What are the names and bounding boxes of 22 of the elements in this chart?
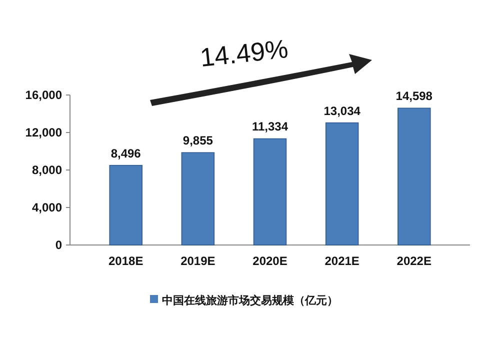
data-label: 11,334 bbox=[252, 120, 288, 134]
y-tick-label: 0 bbox=[55, 238, 62, 252]
y-tick-label: 16,000 bbox=[25, 88, 62, 102]
data-label: 13,034 bbox=[324, 104, 361, 118]
x-tick-label: 2022E bbox=[396, 254, 432, 268]
bar bbox=[181, 152, 215, 246]
data-label: 9,855 bbox=[182, 134, 214, 148]
x-tick-label: 2019E bbox=[180, 254, 216, 268]
data-label: 8,496 bbox=[110, 146, 142, 160]
legend-label: 中国在线旅游市场交易规模（亿元） bbox=[162, 294, 338, 307]
bar bbox=[253, 138, 287, 246]
text: 14.49% bbox=[198, 34, 290, 73]
bar bbox=[398, 108, 431, 246]
x-tick-label: 2020E bbox=[252, 254, 288, 268]
y-tick-label: 8,000 bbox=[32, 163, 62, 178]
data-label: 14,598 bbox=[396, 89, 433, 104]
bar bbox=[325, 122, 359, 246]
x-tick-label: 2021E bbox=[324, 254, 360, 268]
y-tick-label: 4,000 bbox=[32, 200, 62, 215]
bar bbox=[109, 164, 142, 246]
x-tick-label: 2018E bbox=[108, 254, 144, 268]
y-tick-label: 12,000 bbox=[25, 126, 62, 140]
